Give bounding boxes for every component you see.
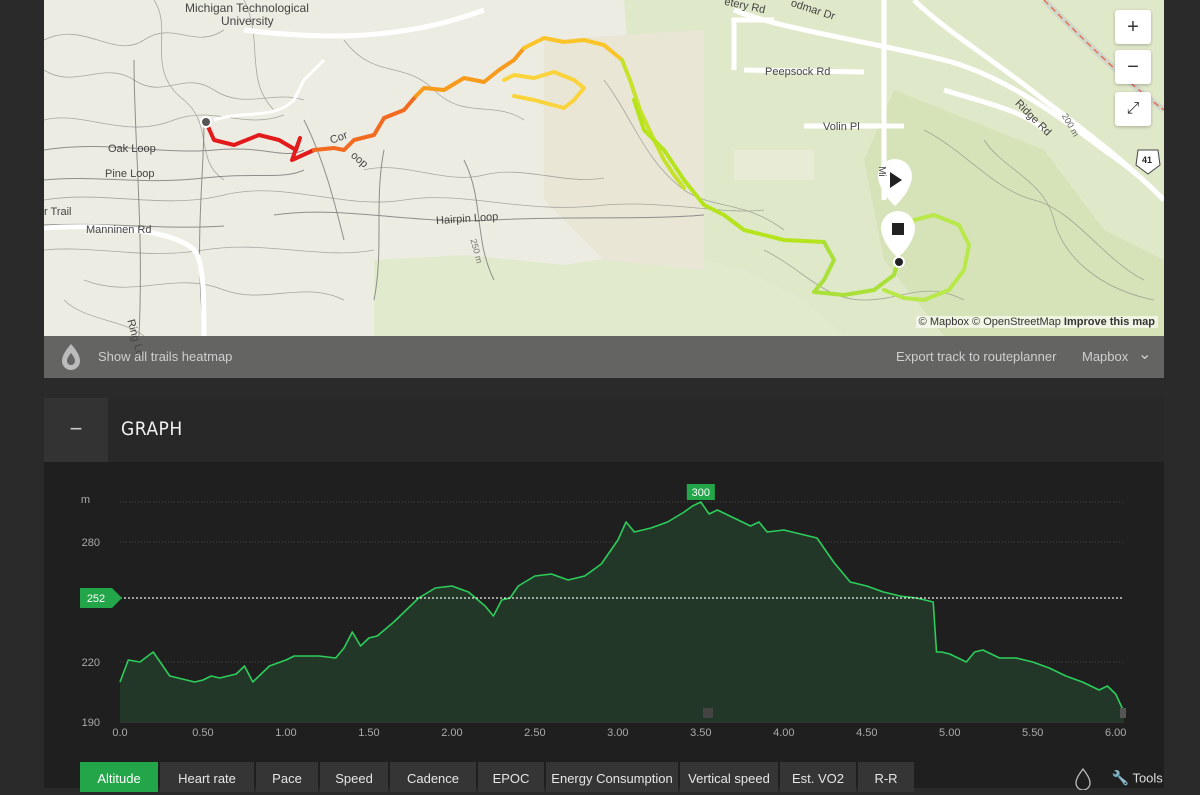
pine-loop-label: Pine Loop — [105, 168, 155, 180]
manninen-rd-label: Manninen Rd — [86, 224, 152, 236]
tab-epoc[interactable]: EPOC — [478, 762, 544, 792]
trail-label: r Trail — [44, 206, 72, 218]
altitude-chart[interactable]: 190 220 280 m 0.0 0.50 1.00 1.50 2.00 2.50 3.00 3.5… — [44, 462, 1164, 758]
x-tick-label: 4.50 — [856, 727, 877, 739]
map-view[interactable]: Michigan Technological University Oak Lo… — [44, 0, 1164, 378]
forest-area-east — [864, 90, 1164, 336]
y-axis-unit-label: m — [81, 494, 90, 506]
x-tick-label: 4.00 — [773, 727, 794, 739]
peak-marker-badge — [686, 484, 715, 500]
zoom-out-button[interactable]: − — [1115, 50, 1151, 84]
campus-road — [213, 58, 326, 122]
altitude-area — [120, 502, 1124, 722]
x-tick-label: 2.50 — [524, 727, 545, 739]
peak-marker-label: 300 — [692, 487, 710, 499]
tab-pace[interactable]: Pace — [256, 762, 318, 792]
tab-vertical-speed[interactable]: Vertical speed — [680, 762, 778, 792]
forest-area-south — [374, 250, 844, 336]
mi-label: Mi — [875, 166, 887, 177]
zoom-in-button[interactable]: + — [1115, 10, 1151, 44]
x-tick-label: 1.00 — [275, 727, 296, 739]
volin-pl-label: Volin Pl — [823, 121, 860, 133]
average-marker-label: 252 — [87, 593, 105, 605]
map-attribution: © Mapbox © OpenStreetMap Improve this ma… — [915, 316, 1158, 328]
scrub-handle-end — [1120, 708, 1126, 718]
start-pin-icon[interactable] — [878, 159, 912, 206]
export-track-link[interactable]: Export track to routeplanner — [896, 349, 1057, 364]
highway-number-label: 41 — [1142, 155, 1153, 165]
x-tick-label: 5.00 — [939, 727, 960, 739]
roads — [44, 0, 1164, 336]
x-tick-label: 6.00 — [1105, 727, 1126, 739]
graph-panel-header: − GRAPH — [44, 398, 1164, 462]
improve-map-link[interactable]: Improve this map — [1063, 316, 1155, 328]
x-tick-label: 0.50 — [192, 727, 213, 739]
university-label: Michigan Technological — [185, 1, 309, 15]
y-tick-label: 220 — [82, 657, 100, 669]
water-drop-icon[interactable] — [1074, 767, 1092, 791]
x-tick-label: 1.50 — [358, 727, 379, 739]
osm-credit-link[interactable]: © OpenStreetMap — [972, 316, 1061, 328]
track-end-point — [893, 256, 905, 268]
tab-est-vo2[interactable]: Est. VO2 — [780, 762, 856, 792]
heatmap-flame-icon[interactable] — [60, 343, 82, 371]
altitude-line — [119, 501, 1125, 713]
show-heatmap-link[interactable]: Show all trails heatmap — [98, 349, 233, 364]
tab-energy-consumption[interactable]: Energy Consumption — [546, 762, 678, 792]
track-start-point — [200, 116, 212, 128]
y-tick-label: 280 — [82, 537, 100, 549]
average-marker-badge — [80, 588, 122, 608]
scrub-handle — [703, 708, 713, 718]
university-label-line2: University — [221, 14, 274, 28]
tab-speed[interactable]: Speed — [320, 762, 388, 792]
chevron-down-icon[interactable]: ⌄ — [1138, 346, 1152, 363]
graph-title: GRAPH — [121, 418, 183, 440]
stop-pin-icon[interactable] — [881, 211, 915, 258]
wrench-icon[interactable]: 🔧 — [1111, 769, 1130, 786]
x-tick-label: 3.50 — [690, 727, 711, 739]
x-tick-label: 3.00 — [607, 727, 628, 739]
activity-track — [204, 36, 971, 302]
map-canvas[interactable] — [44, 0, 1164, 336]
tab-r-r[interactable]: R-R — [858, 762, 914, 792]
y-tick-label: 190 — [82, 717, 100, 729]
x-tick-label: 0.0 — [112, 727, 127, 739]
clearing — [734, 150, 814, 180]
tools-button[interactable]: Tools — [1132, 770, 1163, 786]
tab-heart-rate[interactable]: Heart rate — [160, 762, 254, 792]
oak-loop-label: Oak Loop — [108, 143, 156, 155]
map-footer-bar: Show all trails heatmap Export track to … — [44, 336, 1164, 378]
graph-panel: − GRAPH 190 220 280 m 0.0 0.50 1.00 1.50 2.00 2.5… — [44, 398, 1164, 792]
tab-cadence[interactable]: Cadence — [390, 762, 476, 792]
highway-shield-icon — [1135, 149, 1161, 175]
peepsock-rd-label: Peepsock Rd — [765, 66, 831, 78]
x-tick-label: 5.50 — [1022, 727, 1043, 739]
mapbox-credit-link[interactable]: © Mapbox — [918, 316, 969, 328]
map-style-select[interactable]: Mapbox — [1082, 349, 1129, 364]
tab-altitude[interactable]: Altitude — [80, 762, 158, 792]
fullscreen-button[interactable]: ⤢ — [1115, 92, 1151, 126]
x-tick-label: 2.00 — [441, 727, 462, 739]
graph-tools: 🔧 Tools — [1074, 767, 1163, 791]
collapse-button[interactable]: − — [44, 398, 108, 462]
